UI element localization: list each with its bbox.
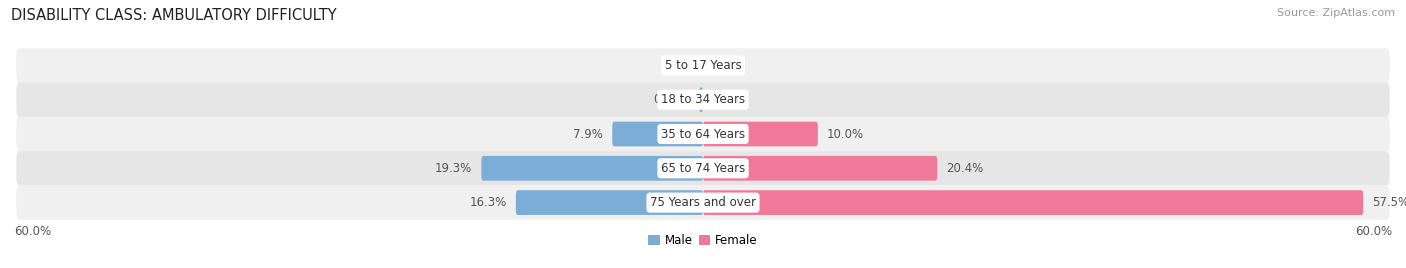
Text: 35 to 64 Years: 35 to 64 Years <box>661 128 745 140</box>
Text: 16.3%: 16.3% <box>470 196 506 209</box>
Text: 0.0%: 0.0% <box>664 59 693 72</box>
FancyBboxPatch shape <box>17 117 1389 151</box>
FancyBboxPatch shape <box>703 156 938 181</box>
Text: 19.3%: 19.3% <box>434 162 472 175</box>
FancyBboxPatch shape <box>17 185 1389 220</box>
Text: Source: ZipAtlas.com: Source: ZipAtlas.com <box>1277 8 1395 18</box>
FancyBboxPatch shape <box>703 190 1364 215</box>
Text: 60.0%: 60.0% <box>14 225 51 238</box>
FancyBboxPatch shape <box>17 151 1389 185</box>
FancyBboxPatch shape <box>703 122 818 146</box>
Text: 10.0%: 10.0% <box>827 128 865 140</box>
Text: 18 to 34 Years: 18 to 34 Years <box>661 93 745 106</box>
Text: 75 Years and over: 75 Years and over <box>650 196 756 209</box>
Text: 20.4%: 20.4% <box>946 162 984 175</box>
FancyBboxPatch shape <box>699 87 703 112</box>
Text: 0.33%: 0.33% <box>652 93 690 106</box>
Text: DISABILITY CLASS: AMBULATORY DIFFICULTY: DISABILITY CLASS: AMBULATORY DIFFICULTY <box>11 8 337 23</box>
Text: 65 to 74 Years: 65 to 74 Years <box>661 162 745 175</box>
Text: 0.0%: 0.0% <box>713 59 742 72</box>
FancyBboxPatch shape <box>17 83 1389 117</box>
Text: 5 to 17 Years: 5 to 17 Years <box>665 59 741 72</box>
Text: 60.0%: 60.0% <box>1355 225 1392 238</box>
FancyBboxPatch shape <box>17 48 1389 83</box>
Text: 7.9%: 7.9% <box>574 128 603 140</box>
FancyBboxPatch shape <box>516 190 703 215</box>
Text: 0.0%: 0.0% <box>713 93 742 106</box>
Legend: Male, Female: Male, Female <box>644 229 762 252</box>
FancyBboxPatch shape <box>612 122 703 146</box>
FancyBboxPatch shape <box>481 156 703 181</box>
Text: 57.5%: 57.5% <box>1372 196 1406 209</box>
